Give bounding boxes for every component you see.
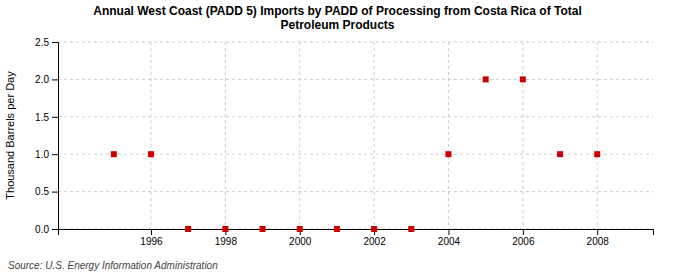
y-axis-title: Thousand Barrels per Day bbox=[4, 71, 16, 200]
tick: 1.0 bbox=[35, 149, 58, 160]
point bbox=[260, 226, 266, 232]
tick-mark bbox=[52, 117, 58, 118]
point bbox=[334, 226, 340, 232]
tick-label: 2.0 bbox=[35, 74, 49, 85]
chart-container: 1996 1998 2000 2002 2004 2006 2008 0.0 0.5 1.0 1.5… bbox=[0, 0, 675, 275]
point bbox=[557, 151, 563, 157]
tick-mark bbox=[52, 229, 58, 230]
tick: 2008 bbox=[587, 229, 610, 247]
point bbox=[371, 226, 377, 232]
y-axis: 0.0 0.5 1.0 1.5 2.0 2.5 bbox=[35, 37, 58, 235]
title-line: Annual West Coast (PADD 5) Imports by PA… bbox=[93, 4, 582, 18]
marks bbox=[111, 76, 600, 232]
point bbox=[297, 226, 303, 232]
tick: 1.5 bbox=[35, 112, 58, 123]
axis-line bbox=[52, 43, 59, 230]
tick-label: 2002 bbox=[363, 236, 386, 247]
tick-mark bbox=[52, 154, 58, 155]
point bbox=[594, 151, 600, 157]
tick-label: 0.0 bbox=[35, 224, 49, 235]
point bbox=[445, 151, 451, 157]
grid-line bbox=[448, 42, 449, 229]
grid-line bbox=[150, 42, 151, 229]
point bbox=[185, 226, 191, 232]
grid-line bbox=[58, 42, 653, 43]
grid-line bbox=[374, 42, 375, 229]
tick-mark bbox=[52, 192, 58, 193]
tick: 2.0 bbox=[35, 74, 58, 85]
grid-line bbox=[58, 191, 653, 192]
plot: 1996 1998 2000 2002 2004 2006 2008 0.0 0.5 1.0 1.5… bbox=[35, 37, 653, 247]
tick-mark bbox=[52, 42, 58, 43]
point bbox=[483, 76, 489, 82]
tick-mark bbox=[597, 229, 598, 235]
grid-line bbox=[299, 42, 300, 229]
tick-label: 1.0 bbox=[35, 149, 49, 160]
tick-label: 2004 bbox=[438, 236, 461, 247]
grid-line bbox=[58, 154, 653, 155]
tick-label: 1998 bbox=[215, 236, 238, 247]
point bbox=[222, 226, 228, 232]
tick: 2004 bbox=[438, 229, 461, 247]
tick: 0.5 bbox=[35, 186, 58, 197]
tick-label: 1.5 bbox=[35, 112, 49, 123]
x-axis: 1996 1998 2000 2002 2004 2006 2008 bbox=[59, 229, 654, 247]
grid bbox=[58, 42, 653, 229]
grid-line bbox=[597, 42, 598, 229]
tick-label: 2.5 bbox=[35, 37, 49, 48]
title-line: Petroleum Products bbox=[280, 18, 394, 32]
tick: 2006 bbox=[512, 229, 535, 247]
tick-mark bbox=[151, 229, 152, 235]
grid-line bbox=[58, 116, 653, 117]
tick-mark bbox=[523, 229, 524, 235]
tick-label: 2008 bbox=[587, 236, 610, 247]
tick-label: 1996 bbox=[140, 236, 163, 247]
point bbox=[520, 76, 526, 82]
tick-label: 2000 bbox=[289, 236, 312, 247]
title: Annual West Coast (PADD 5) Imports by PA… bbox=[93, 4, 582, 32]
grid-line bbox=[58, 79, 653, 80]
grid-line bbox=[225, 42, 226, 229]
tick: 0.0 bbox=[35, 224, 58, 235]
axis-line bbox=[59, 230, 654, 236]
point bbox=[148, 151, 154, 157]
tick-mark bbox=[52, 79, 58, 80]
grid-line bbox=[522, 42, 523, 229]
tick-label: 2006 bbox=[512, 236, 535, 247]
tick: 1996 bbox=[140, 229, 163, 247]
chart-svg: 1996 1998 2000 2002 2004 2006 2008 0.0 0.5 1.0 1.5… bbox=[0, 0, 675, 275]
tick: 2.5 bbox=[35, 37, 58, 48]
annotation: Source: U.S. Energy Information Administ… bbox=[8, 260, 218, 271]
point bbox=[111, 151, 117, 157]
tick-label: 0.5 bbox=[35, 186, 49, 197]
point bbox=[408, 226, 414, 232]
tick-mark bbox=[448, 229, 449, 235]
